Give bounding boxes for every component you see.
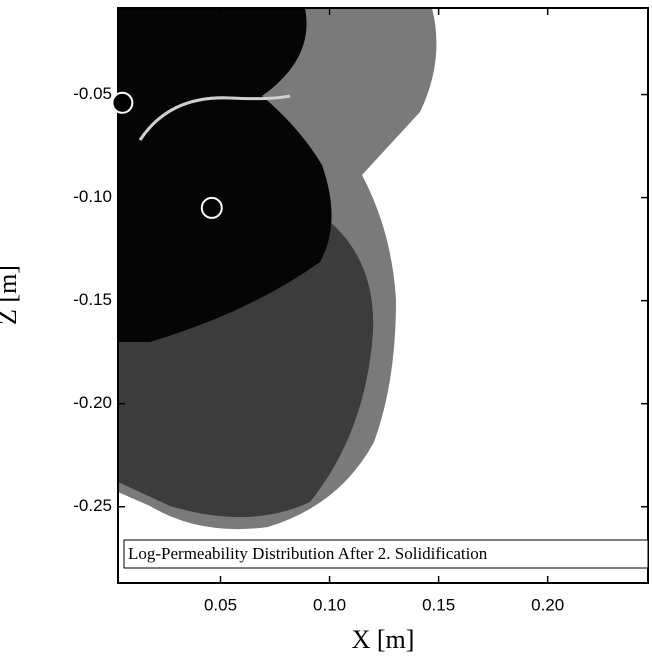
y-axis-label: Z [m]	[0, 265, 22, 325]
x-axis-label: X [m]	[352, 625, 415, 654]
y-tick-label: -0.25	[73, 496, 112, 515]
annotation-box	[123, 539, 649, 569]
y-tick-label: -0.10	[73, 187, 112, 206]
x-tick-label: 0.05	[204, 595, 237, 614]
y-tick-label: -0.15	[73, 290, 112, 309]
y-tick-label: -0.05	[73, 84, 112, 103]
x-tick-label: 0.10	[313, 595, 346, 614]
x-tick-label: 0.15	[422, 595, 455, 614]
marker	[200, 196, 223, 219]
x-tick-label: 0.20	[531, 595, 564, 614]
marker	[111, 91, 134, 114]
y-tick-label: -0.20	[73, 393, 112, 412]
plot-frame	[117, 7, 649, 584]
annotation: Log-Permeability Distribution After 2. S…	[128, 544, 488, 563]
field-map	[118, 8, 648, 583]
